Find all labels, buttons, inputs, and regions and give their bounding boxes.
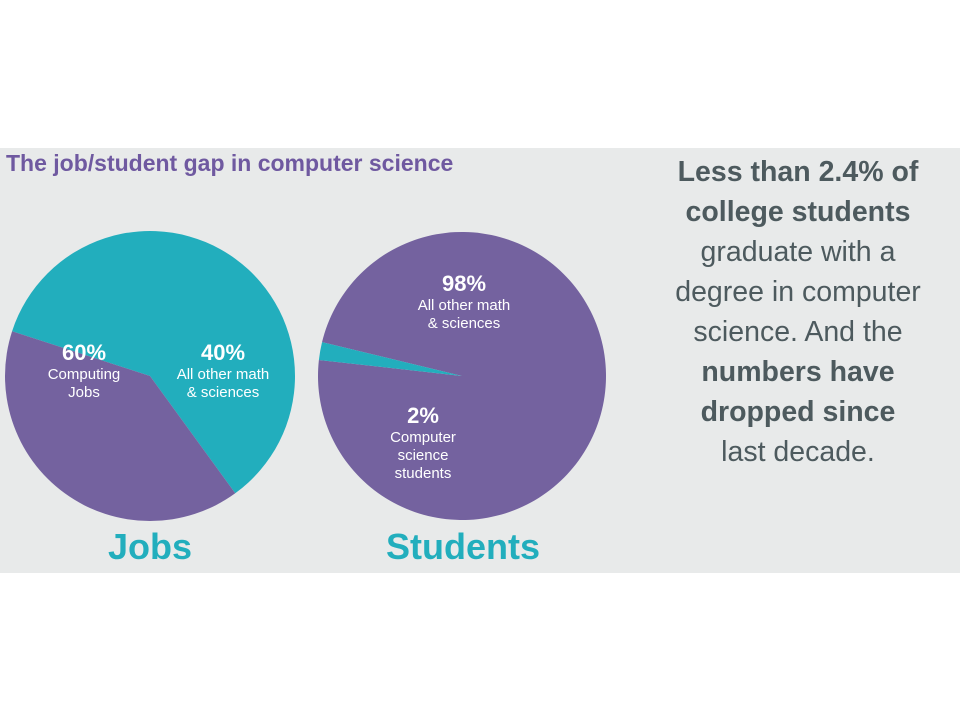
callout-line-1: Less than 2.4% of: [677, 156, 919, 188]
students-cs-label-line1: Computer: [390, 429, 456, 446]
callout-line-6: numbers have: [701, 356, 895, 388]
students-cs-pct: 2%: [407, 403, 439, 428]
jobs-computing-pct: 60%: [62, 340, 106, 365]
callout-line-8: last decade.: [721, 436, 875, 468]
students-slice-0: [318, 231, 607, 520]
students-pie-chart: [318, 231, 607, 520]
callout-line-3: graduate with a: [700, 236, 896, 268]
infographic-title: The job/student gap in computer science: [6, 150, 454, 176]
students-cs-label-line2: science: [398, 447, 449, 464]
students-other-label-line2: & sciences: [428, 315, 501, 332]
jobs-pie-chart: [5, 231, 296, 522]
jobs-computing-label-line2: Jobs: [68, 384, 100, 401]
jobs-slice-1: [5, 331, 236, 522]
students-other-label-line1: All other math: [418, 297, 511, 314]
jobs-other-label-line2: & sciences: [187, 384, 260, 401]
callout-text: Less than 2.4% of college students gradu…: [640, 152, 956, 472]
callout-line-2: college students: [685, 196, 911, 228]
callout-line-7: dropped since: [700, 396, 896, 428]
jobs-slice-0: [12, 231, 296, 494]
callout-line-4: degree in computer: [675, 276, 921, 308]
jobs-other-pct: 40%: [201, 340, 245, 365]
jobs-pie-title: Jobs: [108, 526, 192, 567]
students-pie-title: Students: [386, 526, 540, 567]
students-other-pct: 98%: [442, 271, 486, 296]
jobs-computing-label-line1: Computing: [48, 366, 121, 383]
jobs-other-label-line1: All other math: [177, 366, 270, 383]
callout-line-5: science. And the: [693, 316, 903, 348]
students-cs-label-line3: students: [395, 465, 452, 482]
students-slice-1: [318, 342, 462, 376]
